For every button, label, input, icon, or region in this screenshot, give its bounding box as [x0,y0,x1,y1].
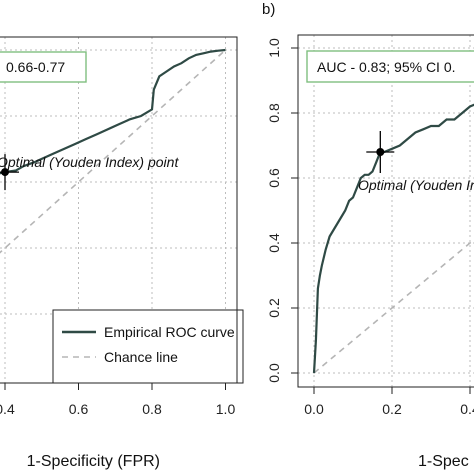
panel-b-y-tick-label: 0.4 [266,233,282,253]
panel-a-legend: Empirical ROC curve Chance line [52,309,244,384]
panel-a-roc-curve [0,48,226,175]
panel-b-label: b) [262,1,275,18]
panel-b-x-tick-label: 0.2 [382,401,402,417]
panel-a-point-marker [1,168,9,177]
legend-label-roc: Empirical ROC curve [104,324,235,340]
panel-a-x-tick-label: 0.8 [142,401,162,417]
panel-b-y-tick-label: 0.6 [266,168,282,188]
legend-box [52,309,244,384]
panel-a-optimal-point [0,154,19,191]
panel-a-optimal-annotation: Optimal (Youden Index) point [0,154,179,170]
panel-b-x-axis: 0.0 0.2 0.4 [304,387,474,417]
panel-b-x-axis-title: 1-Spec [418,453,469,470]
panel-b: b) Optimal (Youden Ind AUC - 0.83; 95% C… [262,1,474,470]
panel-b-grid [298,35,474,387]
panel-b-auc-box [306,50,474,83]
panel-b-y-tick-label: 0.0 [266,363,282,383]
panel-b-y-tick-label: 1.0 [266,38,282,58]
panel-b-roc-curve [312,103,474,374]
panel-a-x-axis: 0.4 0.6 0.8 1.0 [0,383,235,417]
panel-b-auc-text: AUC - 0.83; 95% CI 0. [317,59,456,75]
panel-b-y-tick-label: 0.8 [266,103,282,123]
panel-a-chance-line [0,49,227,254]
panel-b-optimal-annotation: Optimal (Youden Ind [358,177,474,193]
panel-a-plot-frame [0,36,238,384]
panel-a-auc-text: 0.66-0.77 [6,59,65,75]
panel-a-x-tick-label: 0.4 [0,401,15,417]
panel-a: Optimal (Youden Index) point 0.66-0.77 E… [0,36,244,470]
panel-b-chance-line [313,238,474,374]
panel-a-x-axis-title: 1-Specificity (FPR) [27,453,160,470]
panel-a-x-tick-label: 1.0 [216,401,236,417]
panel-b-plot-frame [297,34,474,388]
panel-b-y-axis: 0.0 0.2 0.4 0.6 0.8 1.0 [266,38,298,383]
legend-label-chance: Chance line [104,349,178,365]
panel-b-optimal-point [366,131,395,173]
panel-b-point-marker [376,148,385,156]
panel-a-x-tick-label: 0.6 [69,401,89,417]
panel-b-x-tick-label: 0.0 [304,401,324,417]
panel-a-auc-box [0,51,87,83]
panel-b-y-tick-label: 0.2 [266,298,282,318]
panel-b-x-tick-label: 0.4 [460,401,474,417]
